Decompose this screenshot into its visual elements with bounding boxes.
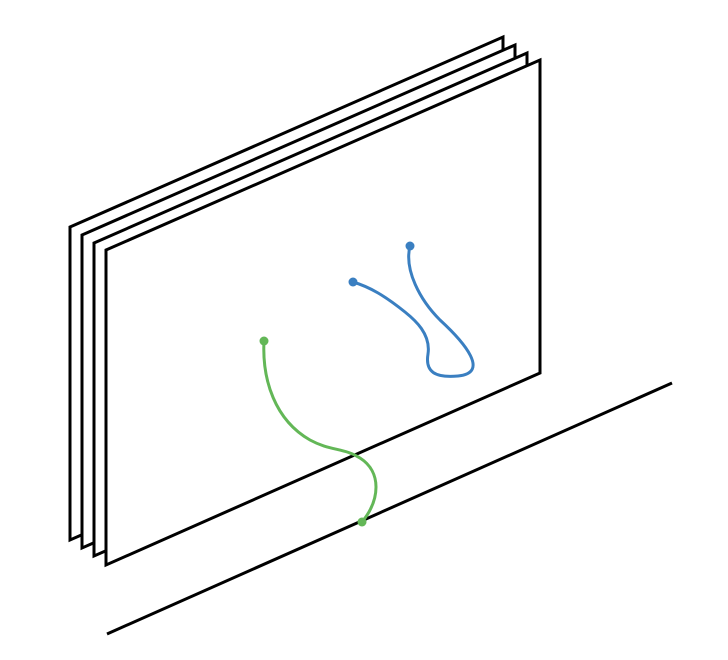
ground-line [106, 381, 673, 636]
green-curve-end-point [357, 517, 367, 527]
sheet-stack [68, 34, 542, 568]
green-curve-start-point [259, 336, 269, 346]
blue-curve-group [348, 241, 475, 378]
blue-curve-start-point [405, 241, 415, 251]
blue-curve [351, 244, 475, 378]
green-curve-group [259, 336, 378, 527]
sheet-front [104, 57, 542, 568]
green-curve [262, 339, 378, 524]
blue-curve-end-point [348, 277, 358, 287]
